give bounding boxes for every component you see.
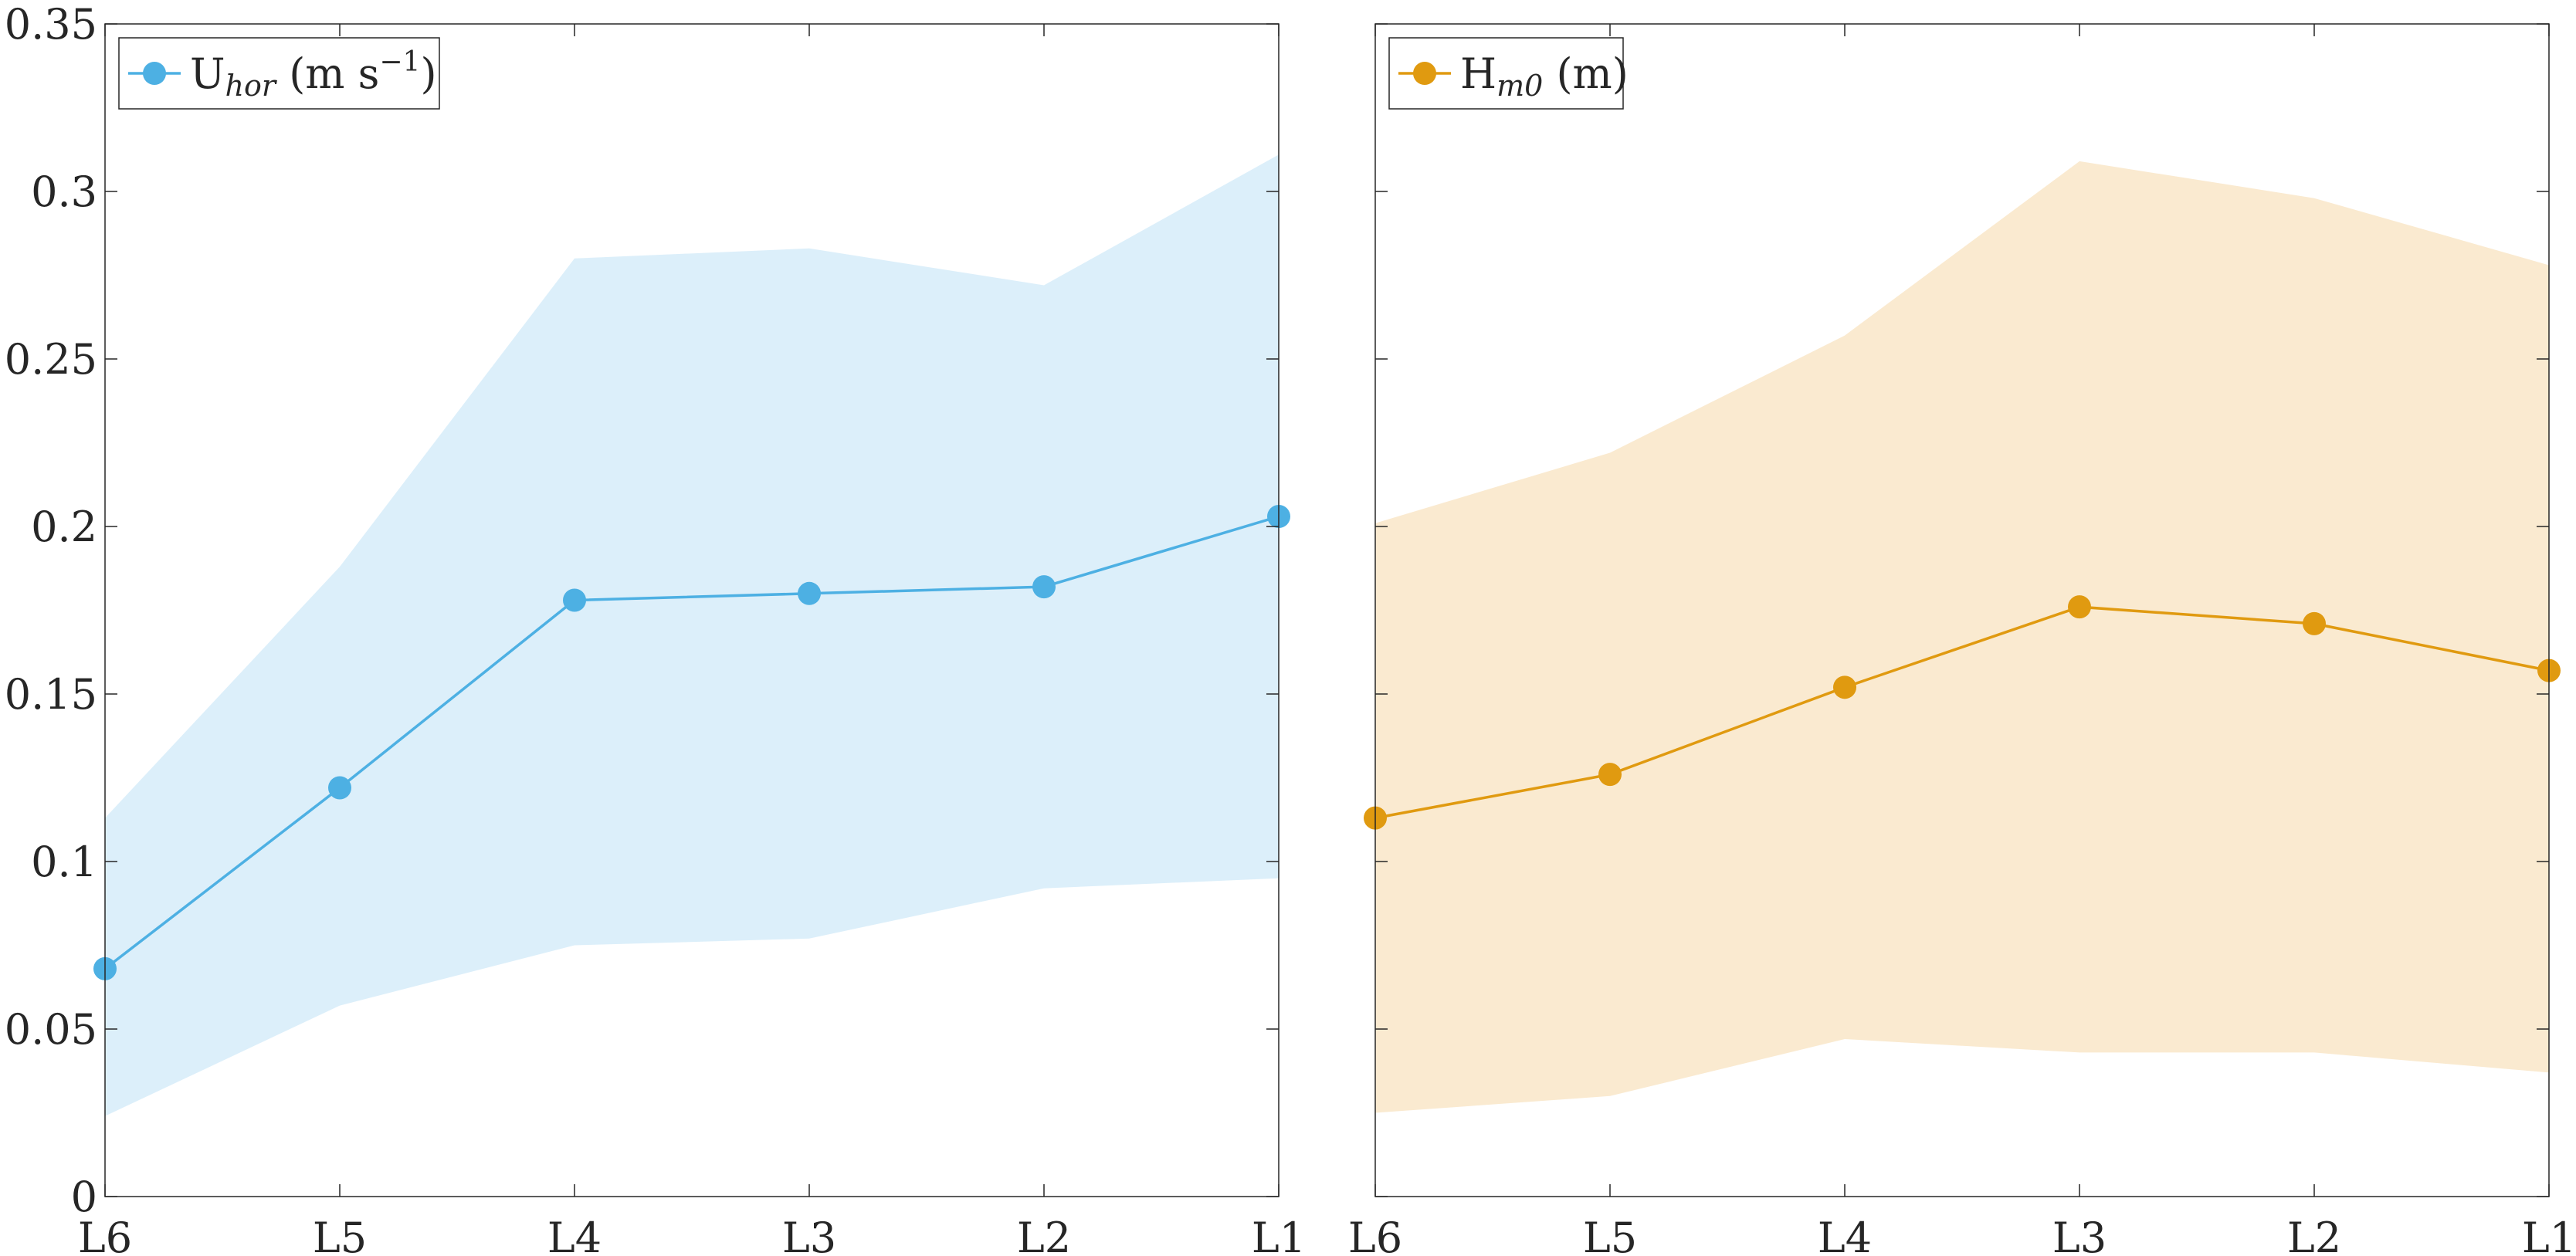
- axes-box: [104, 23, 1280, 1197]
- axes-box: [1374, 23, 2550, 1197]
- x-tick-label: L6: [78, 1214, 132, 1256]
- y-tick-label: 0.3: [31, 168, 97, 216]
- legend-box: [118, 37, 440, 110]
- y-tick-label: 0.15: [5, 670, 97, 719]
- x-tick-label: L5: [1583, 1214, 1637, 1256]
- data-point: [1598, 763, 1622, 787]
- series-line: [1374, 605, 2550, 820]
- x-tick-label: L4: [547, 1214, 602, 1256]
- x-tick-label: L5: [313, 1214, 367, 1256]
- chart-panel-2: L6 L5 L4 L3 L2 L1 Hm0 (m): [1348, 23, 2576, 1256]
- range-band: [1375, 161, 2549, 1113]
- x-tick-label: L2: [2287, 1214, 2341, 1256]
- legend-marker: [143, 62, 166, 85]
- x-tick-label: L6: [1348, 1214, 1402, 1256]
- legend-label: Uhor (m s−1): [190, 46, 437, 103]
- y-tick-label: 0.2: [31, 503, 97, 551]
- x-tick-label: L1: [2522, 1214, 2576, 1256]
- x-tick-label: L1: [1252, 1214, 1306, 1256]
- data-point: [2303, 611, 2326, 635]
- x-tick-label: L4: [1818, 1214, 1872, 1256]
- data-point: [1833, 675, 1856, 699]
- y-tick-label: 0: [71, 1173, 97, 1221]
- series-line: [103, 515, 1280, 970]
- legend: Hm0 (m): [1388, 37, 1629, 110]
- x-tick-label: L3: [782, 1214, 836, 1256]
- range-band: [105, 154, 1279, 1116]
- data-point: [563, 588, 586, 612]
- y-tick-label: 0.1: [31, 838, 97, 886]
- y-tick-label: 0.25: [5, 335, 97, 384]
- data-point: [798, 581, 821, 605]
- legend: Uhor (m s−1): [118, 37, 440, 110]
- x-tick-label: L3: [2052, 1214, 2107, 1256]
- chart-panel-1: 0 0.05 0.1 0.15 0.2 0.25 0.3 0.35 L6 L5 L4 L3 L2 L1 Uh…: [5, 0, 1306, 1256]
- y-tick-label: 0.05: [5, 1005, 97, 1054]
- data-point: [2068, 595, 2091, 619]
- x-tick-label: L2: [1017, 1214, 1071, 1256]
- y-tick-label: 0.35: [5, 0, 97, 49]
- legend-marker: [1413, 62, 1436, 85]
- data-point: [328, 776, 351, 800]
- legend-label: Hm0 (m): [1460, 49, 1629, 103]
- data-point: [1032, 575, 1056, 599]
